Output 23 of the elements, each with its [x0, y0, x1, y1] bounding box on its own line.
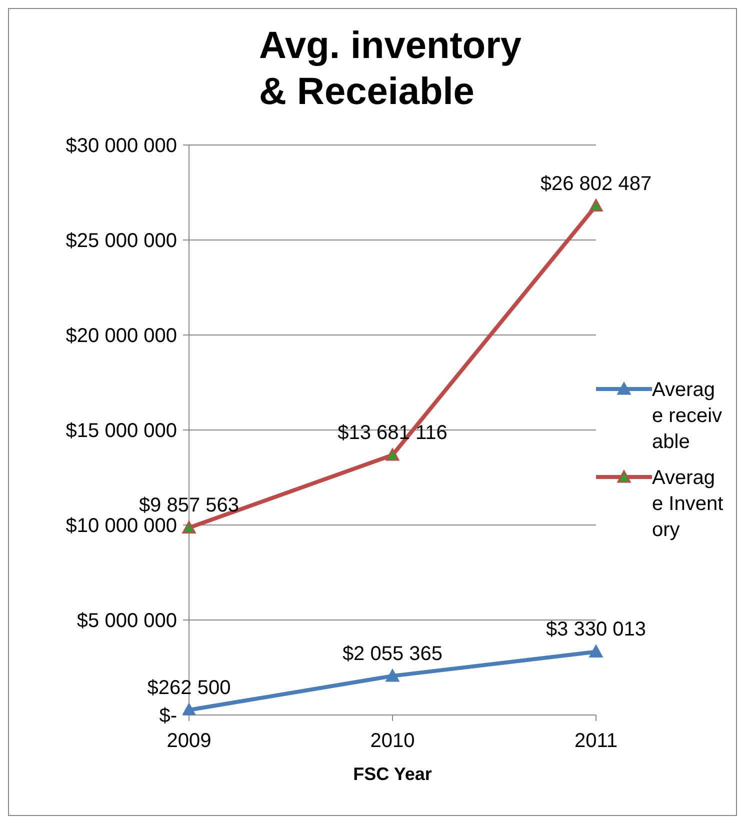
data-label: $3 330 013: [546, 618, 646, 641]
y-tick-label: $-: [159, 705, 177, 728]
legend-label: Average receivable: [652, 378, 724, 455]
y-tick-label: $15 000 000: [66, 420, 177, 442]
y-tick-label: $25 000 000: [66, 230, 177, 252]
x-tick-label: 2011: [574, 730, 618, 752]
legend-label: Average Inventory: [652, 466, 724, 543]
x-tick-label: 2010: [370, 730, 415, 752]
y-tick-label: $30 000 000: [66, 135, 177, 158]
point: [182, 703, 196, 715]
point: [589, 644, 603, 658]
y-tick-label: $5 000 000: [76, 610, 177, 632]
y-tick-label: $20 000 000: [66, 325, 177, 348]
point: [386, 669, 400, 682]
y-tick-label: $10 000 000: [66, 515, 177, 538]
x-axis-title: FSC Year: [353, 764, 432, 784]
x-tick-label: 2009: [166, 730, 212, 752]
data-label: $13 681 116: [338, 422, 448, 444]
data-label: $262 500: [147, 677, 231, 700]
chart-title: Avg. inventory & Receiable: [259, 24, 523, 115]
data-label: $2 055 365: [342, 642, 443, 665]
data-label: $9 857 563: [138, 494, 240, 517]
data-label: $26 802 487: [540, 172, 652, 195]
